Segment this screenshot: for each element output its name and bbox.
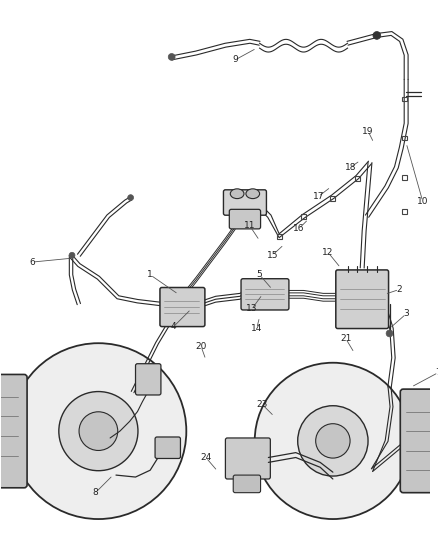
- Bar: [276, 235, 281, 239]
- Text: 9: 9: [232, 55, 237, 64]
- Text: 4: 4: [170, 322, 176, 331]
- Ellipse shape: [230, 189, 244, 199]
- Text: 6: 6: [29, 257, 35, 266]
- Text: 1: 1: [147, 270, 153, 279]
- Text: 19: 19: [361, 127, 373, 136]
- Circle shape: [127, 195, 133, 200]
- Text: 3: 3: [403, 309, 408, 318]
- Circle shape: [372, 31, 380, 39]
- Text: 13: 13: [245, 304, 257, 313]
- Text: 7: 7: [434, 368, 438, 377]
- FancyBboxPatch shape: [399, 389, 438, 492]
- Text: 18: 18: [344, 163, 355, 172]
- Bar: [300, 214, 305, 219]
- Text: 15: 15: [266, 251, 277, 260]
- Text: 14: 14: [251, 324, 262, 333]
- Circle shape: [297, 406, 367, 476]
- Bar: [401, 135, 406, 141]
- Text: 16: 16: [292, 224, 304, 233]
- Text: 21: 21: [339, 334, 350, 343]
- Circle shape: [59, 392, 138, 471]
- FancyBboxPatch shape: [229, 209, 260, 229]
- Bar: [354, 176, 359, 181]
- Text: 12: 12: [321, 248, 333, 257]
- Text: 5: 5: [256, 270, 262, 279]
- Text: 11: 11: [244, 221, 255, 230]
- Bar: [401, 175, 406, 180]
- Text: 2: 2: [396, 285, 401, 294]
- Bar: [330, 196, 335, 201]
- Bar: [401, 96, 406, 101]
- FancyBboxPatch shape: [0, 375, 27, 488]
- Text: 8: 8: [92, 488, 98, 497]
- FancyBboxPatch shape: [233, 475, 260, 492]
- Text: 20: 20: [195, 342, 206, 351]
- Bar: [401, 209, 406, 214]
- FancyBboxPatch shape: [225, 438, 270, 479]
- Ellipse shape: [245, 189, 259, 199]
- Text: 23: 23: [256, 400, 268, 409]
- Circle shape: [168, 53, 175, 60]
- Circle shape: [385, 330, 392, 337]
- Circle shape: [254, 363, 410, 519]
- FancyBboxPatch shape: [335, 270, 388, 328]
- Text: 10: 10: [416, 197, 427, 206]
- Text: 24: 24: [200, 453, 211, 462]
- Circle shape: [69, 252, 75, 258]
- FancyBboxPatch shape: [240, 279, 288, 310]
- Circle shape: [79, 412, 117, 450]
- Text: 17: 17: [312, 192, 323, 201]
- FancyBboxPatch shape: [155, 437, 180, 458]
- FancyBboxPatch shape: [135, 364, 161, 395]
- Circle shape: [11, 343, 186, 519]
- Circle shape: [315, 424, 349, 458]
- FancyBboxPatch shape: [223, 190, 266, 215]
- FancyBboxPatch shape: [159, 287, 205, 327]
